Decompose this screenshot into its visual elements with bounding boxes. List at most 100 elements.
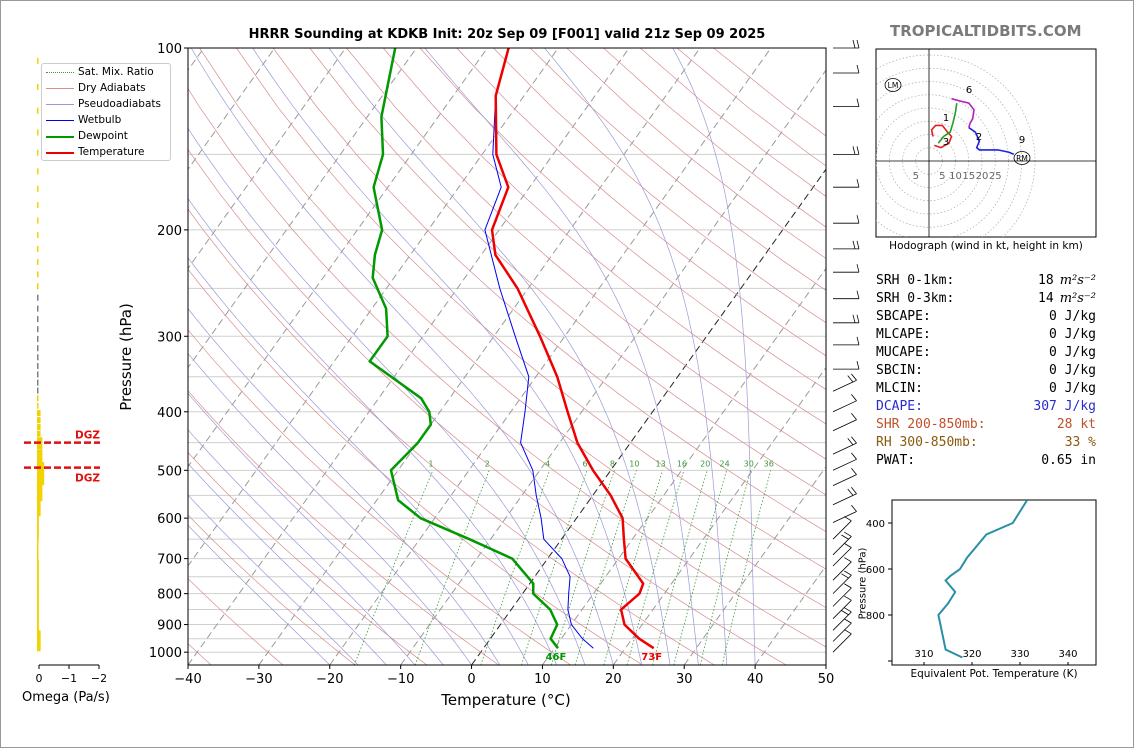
omega-bar — [37, 589, 39, 596]
omega-bar — [37, 620, 39, 627]
mixing-ratio-line — [550, 470, 615, 665]
wind-barb — [832, 595, 852, 619]
stat-row: SHR 200-850mb: 28 kt — [876, 416, 1096, 434]
wind-barb-flag — [856, 264, 860, 273]
dry-adiabat — [493, 48, 826, 324]
dry-adiabat — [236, 48, 826, 570]
omega-bar — [37, 563, 39, 570]
omega-bar — [37, 379, 39, 386]
wind-barb — [833, 146, 860, 155]
stat-label: SRH 0-3km: — [876, 291, 955, 306]
stat-row: PWAT: 0.65 in — [876, 452, 1096, 470]
legend-item: Dewpoint — [42, 128, 170, 144]
stat-row: SRH 0-3km: 14 m²s⁻² — [876, 290, 1096, 308]
wind-barb-flag — [851, 436, 857, 444]
mixing-ratio-line — [480, 470, 550, 665]
stat-row: SRH 0-1km: 18 m²s⁻² — [876, 272, 1096, 290]
stat-value: 0 J/kg — [1049, 362, 1096, 380]
wind-barb-body — [832, 531, 852, 556]
skewt-axes-frame — [187, 47, 827, 666]
stat-label: MUCAPE: — [876, 345, 931, 360]
moist-adiabat — [188, 429, 416, 665]
surface-dewpoint-label: 46F — [546, 652, 567, 663]
omega-bar — [37, 449, 43, 456]
wind-barb-body — [832, 618, 852, 642]
theta-y-tick-label: 600 — [866, 565, 885, 576]
stat-label: RH 300-850mb: — [876, 435, 978, 450]
wind-barb — [832, 452, 857, 471]
isotherm-0 — [471, 168, 826, 665]
wind-barb-flag — [856, 336, 860, 345]
stat-value: 0 J/kg — [1049, 380, 1096, 398]
wind-barb-staff — [832, 474, 857, 486]
legend-swatch — [46, 152, 74, 154]
mixing-ratio-label: 6 — [582, 459, 587, 468]
moist-adiabat — [188, 392, 444, 665]
hodo-ring-label: 5 — [939, 171, 945, 182]
wind-barb-flag — [852, 314, 856, 323]
wind-barb-flag — [851, 394, 857, 402]
omega-tick-label: −1 — [61, 672, 77, 685]
stat-label: MLCAPE: — [876, 327, 931, 342]
omega-bar — [37, 294, 39, 301]
moist-adiabat — [188, 462, 387, 665]
omega-bar — [37, 283, 39, 290]
wind-barb-flag — [852, 146, 856, 155]
wind-barb-flag — [847, 438, 854, 446]
omega-bar — [37, 623, 39, 630]
dry-adiabat — [188, 329, 571, 665]
omega-bar — [37, 515, 39, 522]
omega-bar — [37, 456, 43, 463]
mixing-ratio-line — [603, 470, 663, 665]
y-tick-label: 600 — [157, 512, 182, 527]
stat-value: 28 kt — [1057, 416, 1096, 434]
wind-barb-body — [832, 543, 852, 567]
y-tick-label: 300 — [157, 330, 182, 345]
mixing-ratio-line — [626, 470, 685, 665]
y-tick-label: 700 — [157, 553, 182, 568]
mixing-ratio-label: 8 — [610, 459, 615, 468]
wind-barb — [833, 264, 860, 273]
omega-bar — [37, 305, 39, 312]
omega-bar — [37, 610, 39, 617]
wind-barb — [832, 570, 852, 594]
wind-barb — [832, 516, 852, 540]
wind-barb — [832, 557, 852, 581]
wind-barb-body — [833, 98, 860, 107]
y-tick-label: 500 — [157, 464, 182, 479]
omega-bar — [37, 363, 39, 370]
omega-bar — [37, 546, 39, 553]
wind-barb-flag — [844, 516, 852, 522]
theta-e-x-label: Equivalent Pot. Temperature (K) — [910, 668, 1078, 680]
omega-bar — [37, 185, 39, 192]
legend-label: Dry Adiabats — [78, 82, 146, 94]
moist-adiabat — [424, 48, 699, 665]
isotherm--60 — [188, 48, 488, 468]
omega-bar — [37, 559, 39, 566]
wind-barb-body — [833, 146, 860, 155]
legend-label: Dewpoint — [78, 130, 128, 142]
wind-barb-body — [833, 179, 860, 188]
wind-barb-flag — [844, 607, 852, 613]
mixing-ratio-label: 16 — [677, 459, 687, 468]
omega-bar — [37, 232, 39, 239]
omega-bar — [37, 571, 39, 578]
wind-barb-staff — [832, 547, 852, 567]
legend-swatch — [46, 120, 74, 121]
wind-barb — [833, 361, 860, 370]
stat-value: 0 J/kg — [1049, 326, 1096, 344]
wind-barb — [833, 314, 860, 324]
isotherm-30 — [683, 465, 826, 665]
y-tick-label: 800 — [157, 588, 182, 603]
omega-bar — [37, 410, 41, 417]
omega-bar — [37, 467, 45, 474]
theta-x-tick-label: 310 — [914, 649, 933, 660]
mixing-ratio-label: 10 — [629, 459, 639, 468]
wind-barb — [833, 98, 860, 107]
x-tick-label: 10 — [534, 672, 551, 687]
wind-barb — [832, 607, 852, 631]
omega-bar — [37, 510, 41, 517]
stat-number: 33 % — [1064, 435, 1096, 450]
x-tick-label: −40 — [174, 672, 201, 687]
temperature-line — [490, 48, 655, 650]
